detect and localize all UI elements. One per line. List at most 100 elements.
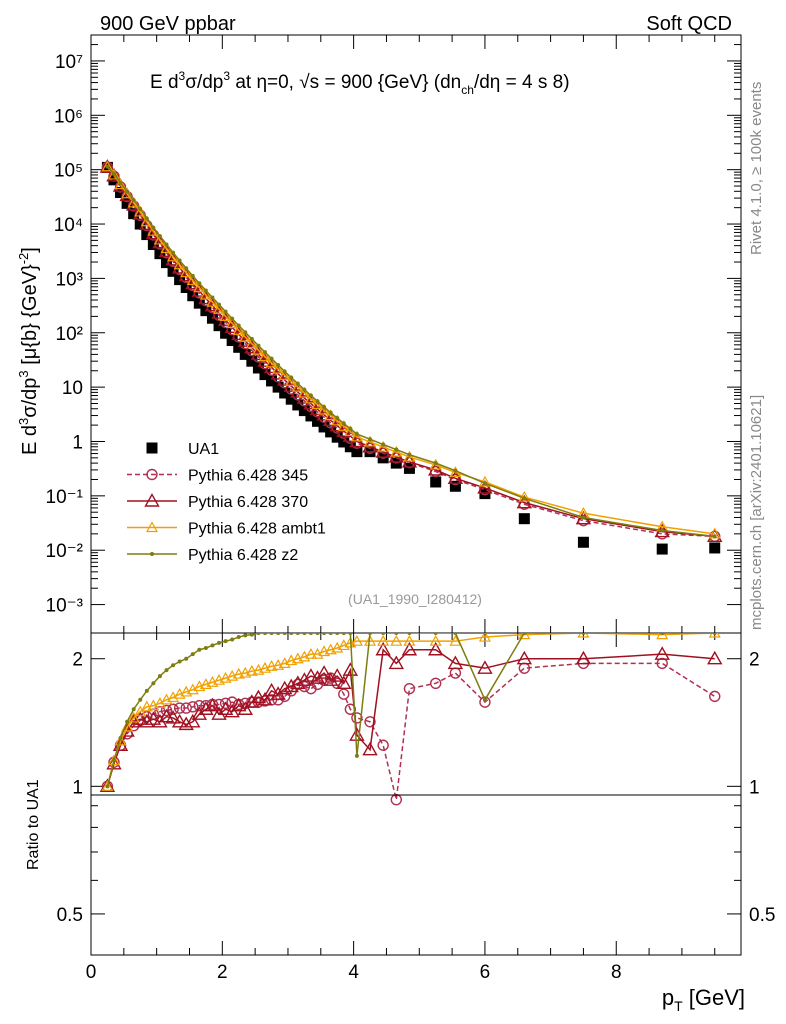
x-tick-label: 2 [217,962,228,983]
ratio-point [245,664,258,676]
ratio-point [656,657,668,670]
data-point [712,534,717,539]
y-tick-label: 10⁻¹ [46,487,84,508]
data-point [390,445,403,457]
ratio-point [304,647,317,659]
data-point [477,479,493,494]
mcplots-label: mcplots.cern.ch [arXiv:2401.10621] [748,395,765,630]
data-point [252,362,264,374]
legend-marker [146,468,158,481]
data-point [197,281,202,286]
ratio-point [322,672,339,686]
ratio-point [180,702,192,714]
ratio-point [516,650,533,665]
data-point [134,218,146,230]
data-point [341,421,346,426]
ratio-point [377,739,389,751]
data-point [315,399,320,404]
ratio-point [335,633,340,635]
data-point [331,431,343,443]
y-tick-label: 10⁵ [54,161,83,182]
series-3 [101,160,721,539]
data-point [114,178,127,190]
data-point [171,259,188,274]
data-point [161,257,173,269]
ratio-point [429,634,442,646]
data-point [121,197,133,209]
data-point [230,316,235,321]
ratio-point [350,634,363,646]
data-point [99,159,116,173]
ratio-point [106,755,122,770]
ratio-point [577,633,590,638]
data-point [233,341,245,353]
ratio-point [217,640,222,645]
data-point [403,462,415,474]
ratio-point [263,682,280,697]
data-point [338,436,350,448]
data-point [154,248,166,260]
data-point [577,536,589,548]
data-point [265,356,278,368]
ratio-point [165,710,181,724]
ratio-point [322,633,327,635]
data-point [131,198,136,203]
data-point [177,258,182,263]
data-point [151,225,156,230]
ratio-point [336,675,352,690]
data-point [245,337,258,349]
ratio-point [303,668,319,682]
ratio-point [295,633,300,635]
data-point [256,343,261,348]
series-4 [105,164,717,539]
ratio-point [575,650,592,665]
ratio-axis-ticks: 0.5 0.5 1 1 2 2 [57,650,776,926]
ratio-point [223,639,228,644]
ratio-series-2 [101,633,721,791]
legend-item: UA1 [146,441,219,458]
data-point [220,327,232,339]
data-point [226,317,239,328]
ratio-point [210,643,215,648]
data-point [239,330,252,342]
y-tick-label: 10⁴ [54,215,83,236]
data-point [325,426,337,438]
data-point [381,442,386,447]
ratio-point [381,633,386,635]
legend-item: Pythia 6.428 345 [127,468,308,485]
ratio-point [230,637,235,642]
data-point [272,362,285,374]
legend-label: Pythia 6.428 z2 [188,547,298,564]
data-point [312,415,324,427]
data-point [144,216,149,221]
data-point [236,323,241,328]
ratio-point [145,711,162,725]
ratio-point [407,633,412,635]
ratio-point [139,713,155,728]
ratio-tick-label: 2 [72,650,83,671]
ratio-point [105,784,110,789]
ratio-point [447,655,464,670]
ratio-point [403,682,416,695]
data-point [164,242,169,247]
ratio-point [184,656,189,661]
chart-title: E d3σ/dp3 at η=0, √s = 900 {GeV} (dnch/d… [150,69,570,97]
y-tick-label: 10⁻³ [46,596,84,617]
data-point [193,281,206,293]
ratio-point [118,736,123,741]
ratio-point [249,633,254,637]
data-point [447,470,464,485]
ratio-point [377,634,390,646]
data-point [660,528,665,533]
y-tick-label: 1 [72,432,83,453]
data-point [121,187,134,199]
y-tick-label: 10⁷ [55,52,83,73]
data-point [430,476,442,488]
data-point [285,393,297,405]
ratio-point [296,672,313,686]
data-point [167,265,179,277]
data-point [128,208,140,220]
data-point [518,513,530,525]
ratio-point [265,660,278,671]
ratio-point [368,633,373,635]
